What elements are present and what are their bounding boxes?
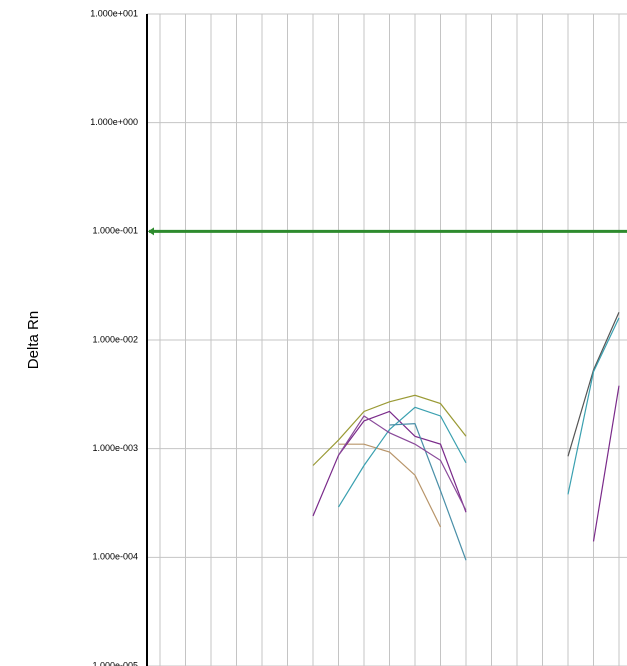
plot-area (312, 312, 620, 561)
y-tick-label: 1.000e-005 (92, 660, 138, 666)
series-line (567, 317, 620, 495)
y-axis-label: Delta Rn (25, 311, 42, 369)
series-line (592, 385, 620, 542)
series-line (338, 443, 442, 528)
grid (147, 13, 627, 666)
series-line (337, 415, 467, 511)
y-tick-label: 1.000e+000 (90, 117, 138, 127)
y-tick-label: 1.000e-002 (92, 334, 138, 344)
series-line (389, 423, 467, 561)
series-line (312, 410, 467, 517)
threshold-arrow (148, 227, 154, 236)
series-line (567, 312, 620, 457)
series-line (312, 394, 467, 466)
y-tick-label: 1.000e-001 (92, 226, 138, 236)
y-tick-label: 1.000e-004 (92, 552, 138, 562)
series-line (337, 406, 467, 508)
y-tick-label: 1.000e-003 (92, 443, 138, 453)
y-tick-label: 1.000e+001 (90, 8, 138, 18)
